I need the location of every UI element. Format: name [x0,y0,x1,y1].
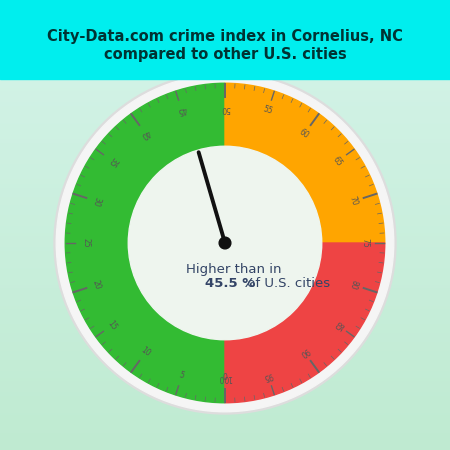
Text: 70: 70 [347,195,359,207]
Text: of U.S. cities: of U.S. cities [243,277,330,290]
Text: compared to other U.S. cities: compared to other U.S. cities [104,47,346,62]
Text: ⓘ City-Data.com: ⓘ City-Data.com [328,65,412,75]
Wedge shape [65,83,225,403]
Text: 30: 30 [91,195,103,207]
Wedge shape [225,83,385,243]
Text: 100: 100 [218,374,232,382]
Text: Higher than in: Higher than in [186,264,282,276]
Text: 15: 15 [106,319,119,332]
Text: 45: 45 [176,104,188,116]
Text: 0: 0 [223,374,227,382]
Text: 95: 95 [262,370,274,382]
Text: City-Data.com crime index in Cornelius, NC: City-Data.com crime index in Cornelius, … [47,29,403,44]
Circle shape [128,146,322,340]
Circle shape [54,72,396,414]
Bar [0,0,450,79]
Text: 55: 55 [262,104,274,116]
Text: 20: 20 [91,279,102,291]
Text: 25: 25 [81,238,90,248]
Text: 35: 35 [106,154,119,167]
Text: 50: 50 [220,104,230,112]
Text: 75: 75 [360,238,369,248]
Text: 80: 80 [348,279,359,291]
Text: 65: 65 [331,154,344,167]
Text: 85: 85 [331,319,344,332]
Text: 45.5 %: 45.5 % [205,277,255,290]
Text: 5: 5 [178,371,185,381]
Circle shape [56,74,394,412]
Text: 60: 60 [298,127,311,140]
Text: 10: 10 [139,346,152,359]
Text: 90: 90 [298,346,311,359]
Text: 40: 40 [139,127,152,140]
Wedge shape [225,243,385,403]
Circle shape [219,237,231,249]
